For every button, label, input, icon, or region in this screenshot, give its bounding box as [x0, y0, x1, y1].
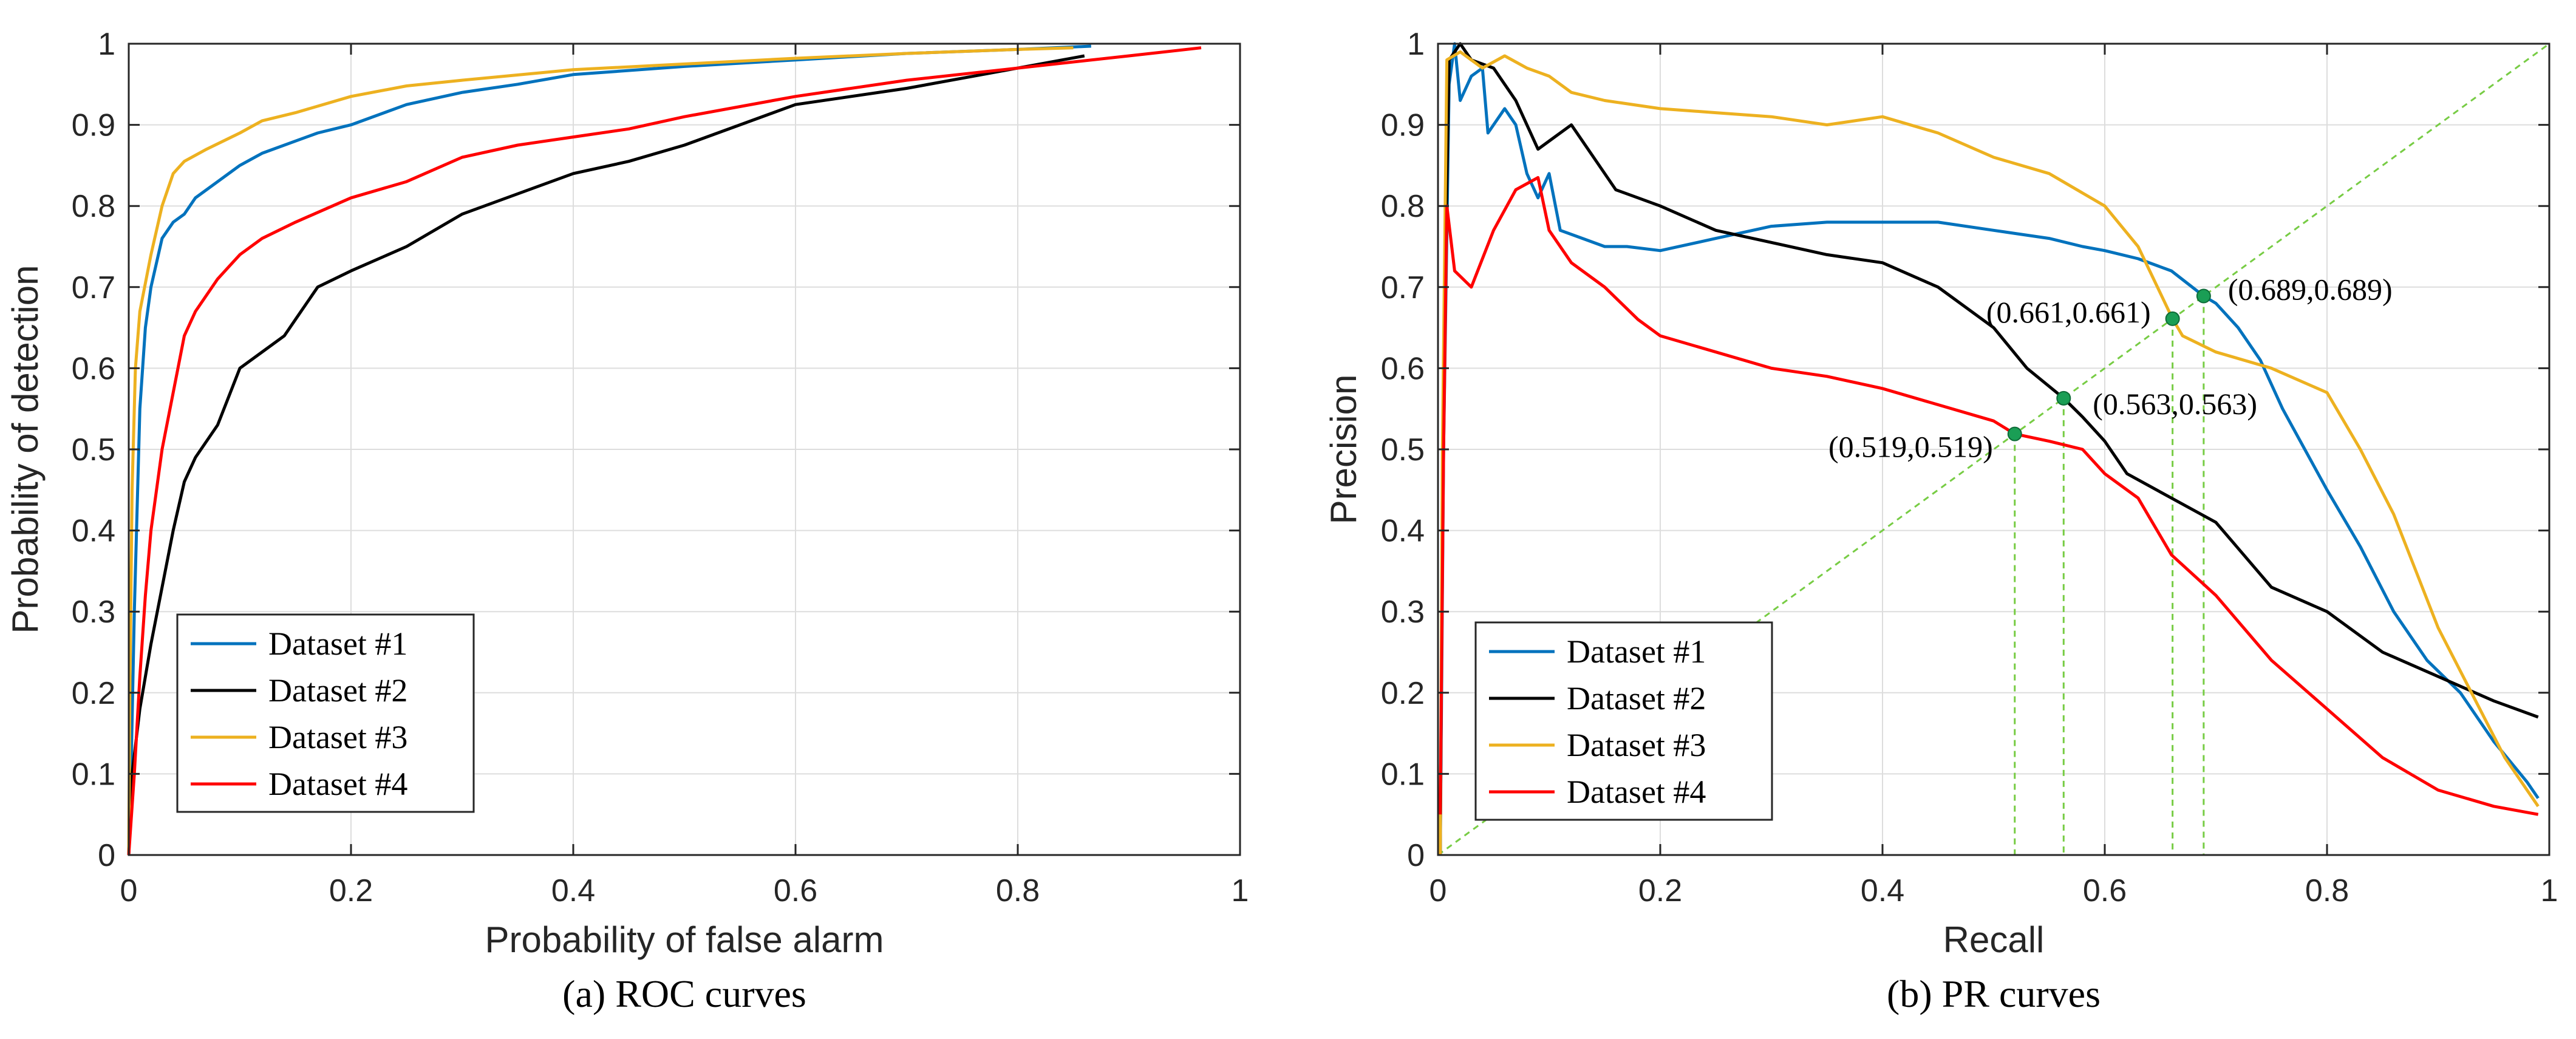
roc-x-tick-label-3: 0.6 — [774, 873, 817, 908]
pr-legend-label-3: Dataset #3 — [1567, 727, 1706, 763]
pr-guides — [1437, 43, 2550, 856]
roc-y-tick-label-2: 0.2 — [72, 676, 115, 711]
pr-marked-point-1 — [2056, 390, 2071, 406]
roc-x-axis-label: Probability of false alarm — [485, 919, 884, 960]
pr-marked-point-2 — [2165, 311, 2180, 326]
roc-y-tick-label-7: 0.7 — [72, 270, 115, 305]
pr-y-tick-label-6: 0.6 — [1381, 351, 1425, 386]
pr-y-tick-label-3: 0.3 — [1381, 594, 1425, 630]
roc-y-tick-label-1: 0.1 — [72, 757, 115, 792]
roc-x-tick-label-1: 0.2 — [329, 873, 373, 908]
pr-x-tick-label-1: 0.2 — [1638, 873, 1682, 908]
roc-x-tick-label-5: 1 — [1232, 873, 1249, 908]
roc-ticks — [128, 43, 1241, 856]
pr-y-tick-label-5: 0.5 — [1381, 432, 1425, 468]
pr-series — [1439, 42, 2540, 856]
pr-series-line-4 — [1439, 175, 2539, 816]
pr-series-line-2 — [1439, 42, 2539, 856]
pr-marked-point-label-1: (0.563,0.563) — [2093, 387, 2257, 421]
pr-y-tick-label-9: 0.9 — [1381, 108, 1425, 143]
pr-legend-label-1: Dataset #1 — [1567, 633, 1706, 670]
roc-y-tick-label-6: 0.6 — [72, 351, 115, 386]
roc-legend-label-1: Dataset #1 — [268, 625, 407, 662]
roc-legend-label-2: Dataset #2 — [268, 672, 407, 709]
pr-x-tick-label-5: 1 — [2541, 873, 2558, 908]
roc-series-line-2 — [127, 54, 1085, 856]
pr-legend-label-4: Dataset #4 — [1567, 774, 1706, 810]
pr-legend-box — [1474, 621, 1773, 821]
roc-series-line-4 — [127, 46, 1202, 856]
pr-x-tick-label-2: 0.4 — [1861, 873, 1904, 908]
pr-y-tick-label-1: 0.1 — [1381, 757, 1425, 792]
pr-marked-point-label-2: (0.661,0.661) — [1986, 295, 2151, 329]
roc-legend-label-3: Dataset #3 — [268, 719, 407, 755]
pr-y-axis-label: Precision — [1323, 375, 1364, 525]
roc-series-line-1 — [127, 44, 1091, 856]
pr-legend: Dataset #1 Dataset #2 Dataset #3 Dataset #4 — [1474, 621, 1773, 821]
roc-x-tick-label-2: 0.4 — [551, 873, 595, 908]
pr-x-tick-labels: 0 0.2 0.4 0.6 0.8 1 — [1429, 873, 2558, 908]
pr-legend-label-2: Dataset #2 — [1567, 680, 1706, 717]
pr-ticks — [1437, 43, 2550, 856]
pr-y-tick-label-4: 0.4 — [1381, 514, 1425, 549]
pr-marked-point-0 — [2007, 426, 2022, 441]
pr-y-tick-label-8: 0.8 — [1381, 189, 1425, 224]
pr-y-tick-labels: 0 0.1 0.2 0.3 0.4 0.5 0.6 0.7 0.8 0.9 1 — [1381, 27, 1425, 873]
roc-y-tick-label-4: 0.4 — [72, 514, 115, 549]
pr-caption: (b) PR curves — [1887, 972, 2101, 1015]
pr-y-tick-label-2: 0.2 — [1381, 676, 1425, 711]
roc-x-tick-labels: 0 0.2 0.4 0.6 0.8 1 — [120, 873, 1249, 908]
roc-y-tick-label-8: 0.8 — [72, 189, 115, 224]
pr-markers: (0.519,0.519) (0.563,0.563) (0.661,0.661) (… — [1828, 272, 2393, 463]
pr-x-tick-label-4: 0.8 — [2305, 873, 2349, 908]
roc-legend-box — [176, 613, 475, 813]
pr-x-axis-label: Recall — [1943, 919, 2045, 960]
roc-y-tick-label-5: 0.5 — [72, 432, 115, 468]
pr-y-tick-label-10: 1 — [1407, 27, 1425, 62]
roc-y-tick-label-9: 0.9 — [72, 108, 115, 143]
roc-caption: (a) ROC curves — [562, 972, 806, 1015]
pr-y-tick-label-0: 0 — [1407, 838, 1425, 873]
roc-panel: 0 0.2 0.4 0.6 0.8 1 0 0.1 0.2 0.3 0.4 0.5 0.6 0.7 0.8… — [5, 27, 1249, 1015]
pr-marked-point-label-0: (0.519,0.519) — [1828, 430, 1993, 464]
roc-y-axis-label: Probability of detection — [5, 265, 46, 633]
pr-x-tick-label-0: 0 — [1429, 873, 1447, 908]
roc-series-line-3 — [127, 46, 1074, 856]
pr-panel: 0 0.2 0.4 0.6 0.8 1 0 0.1 0.2 0.3 0.4 0.5 0.6 0.7 0.8… — [1323, 27, 2558, 1015]
roc-legend-label-4: Dataset #4 — [268, 766, 407, 802]
roc-y-tick-label-3: 0.3 — [72, 594, 115, 630]
roc-x-tick-label-0: 0 — [120, 873, 138, 908]
roc-y-tick-labels: 0 0.1 0.2 0.3 0.4 0.5 0.6 0.7 0.8 0.9 1 — [72, 27, 115, 873]
roc-y-tick-label-0: 0 — [98, 838, 115, 873]
pr-marked-point-3 — [2196, 288, 2211, 304]
roc-y-tick-label-10: 1 — [98, 27, 115, 62]
pr-series-line-1 — [1439, 42, 2540, 856]
pr-y-tick-label-7: 0.7 — [1381, 270, 1425, 305]
pr-marked-point-label-3: (0.689,0.689) — [2228, 272, 2393, 306]
pr-series-line-3 — [1439, 50, 2540, 856]
roc-series — [127, 44, 1202, 856]
pr-x-tick-label-3: 0.6 — [2083, 873, 2127, 908]
roc-legend: Dataset #1 Dataset #2 Dataset #3 Dataset #4 — [176, 613, 475, 813]
roc-x-tick-label-4: 0.8 — [996, 873, 1040, 908]
